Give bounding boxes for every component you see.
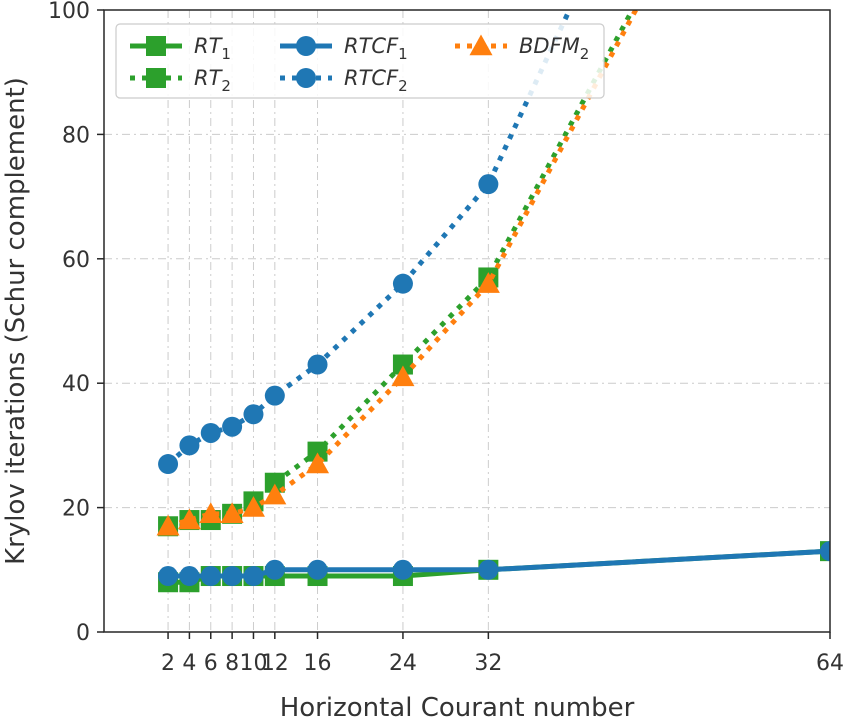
data-point bbox=[200, 422, 221, 443]
x-tick-label: 16 bbox=[304, 651, 332, 676]
data-point bbox=[307, 559, 328, 580]
y-tick-label: 40 bbox=[62, 372, 90, 397]
series-bdfm2 bbox=[156, 10, 639, 536]
legend-label: RT2 bbox=[194, 66, 231, 95]
data-point bbox=[179, 566, 200, 587]
data-point bbox=[476, 272, 500, 293]
data-point bbox=[478, 174, 499, 195]
series-line-bdfm2 bbox=[167, 10, 639, 529]
x-axis-label: Horizontal Courant number bbox=[280, 693, 635, 721]
x-tick-label: 10 bbox=[239, 651, 267, 676]
legend-item-bdfm2: BDFM2 bbox=[455, 34, 589, 63]
series-rt1 bbox=[158, 541, 830, 593]
legend-label: RT1 bbox=[194, 34, 231, 63]
x-tick-label: 6 bbox=[204, 651, 218, 676]
data-point bbox=[307, 441, 328, 462]
y-axis-label: Krylov iterations (Schur complement) bbox=[1, 77, 31, 565]
plot-frame bbox=[103, 9, 831, 633]
data-point bbox=[820, 541, 830, 562]
data-point bbox=[200, 566, 221, 587]
y-tick-label: 60 bbox=[62, 248, 90, 273]
data-point bbox=[222, 416, 243, 437]
legend: RT1 RT2 RTCF1 RTCF2 BDFM2 bbox=[115, 23, 605, 99]
legend-item-rtcf1: RTCF1 bbox=[280, 34, 408, 63]
series-line-rtcf2 bbox=[166, 10, 573, 466]
data-point bbox=[264, 385, 285, 406]
legend-marker bbox=[146, 68, 166, 88]
data-point bbox=[243, 566, 264, 587]
legend-marker bbox=[296, 36, 316, 56]
data-point bbox=[392, 354, 413, 375]
data-point bbox=[156, 514, 180, 536]
data-point bbox=[199, 502, 223, 524]
data-point bbox=[307, 354, 328, 375]
series-rtcf2 bbox=[158, 10, 573, 475]
x-tick-label: 64 bbox=[816, 651, 844, 676]
data-point bbox=[158, 566, 179, 587]
data-point bbox=[220, 502, 244, 524]
data-point bbox=[158, 454, 179, 475]
data-point bbox=[222, 566, 243, 587]
legend-marker bbox=[469, 34, 493, 56]
data-point bbox=[179, 435, 200, 456]
x-tick-label: 8 bbox=[225, 651, 239, 676]
plot-area bbox=[156, 10, 830, 593]
grid bbox=[104, 9, 831, 633]
legend-item-rt1: RT1 bbox=[130, 34, 231, 63]
legend-item-rt2: RT2 bbox=[130, 66, 231, 95]
x-tick-label: 24 bbox=[389, 651, 417, 676]
x-tick-label: 12 bbox=[261, 651, 289, 676]
y-tick-label: 100 bbox=[48, 0, 90, 24]
series-line-rtcf1 bbox=[168, 548, 830, 579]
legend-marker bbox=[146, 36, 166, 56]
data-point bbox=[264, 559, 285, 580]
data-point bbox=[243, 404, 264, 425]
legend-marker bbox=[296, 68, 316, 88]
data-point bbox=[177, 508, 201, 530]
data-point bbox=[306, 452, 330, 474]
data-point bbox=[241, 496, 265, 517]
y-tick-label: 20 bbox=[62, 497, 90, 522]
legend-label: RTCF2 bbox=[344, 66, 408, 95]
x-tick-label: 32 bbox=[474, 651, 502, 676]
series-rtcf1 bbox=[158, 541, 830, 587]
x-tick-label: 4 bbox=[182, 651, 196, 676]
series-line-rt1 bbox=[168, 548, 830, 585]
data-point bbox=[478, 559, 499, 580]
y-tick-label: 0 bbox=[76, 621, 90, 646]
data-point bbox=[392, 273, 413, 294]
x-tick-label: 2 bbox=[161, 651, 175, 676]
data-point bbox=[264, 472, 285, 493]
legend-label: BDFM2 bbox=[519, 34, 589, 63]
legend-label: RTCF1 bbox=[344, 34, 408, 63]
data-point bbox=[392, 559, 413, 580]
y-tick-label: 80 bbox=[62, 123, 90, 148]
data-point bbox=[391, 365, 415, 387]
data-point bbox=[263, 483, 287, 505]
legend-item-rtcf2: RTCF2 bbox=[280, 66, 408, 95]
